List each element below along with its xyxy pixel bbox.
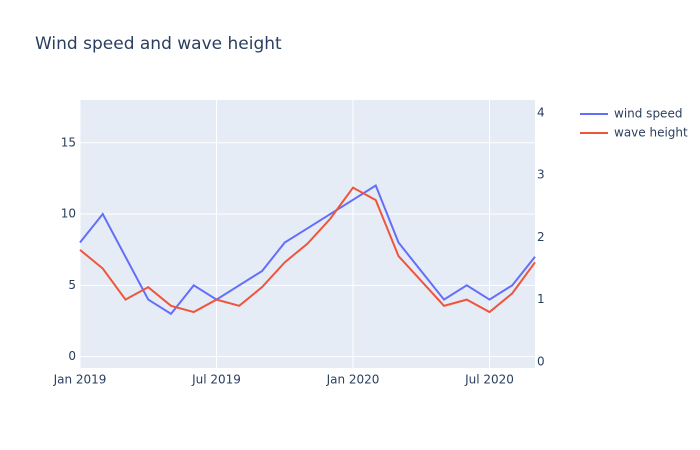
- legend-label: wave height: [614, 126, 688, 140]
- x-tick-label: Jan 2019: [53, 373, 107, 387]
- x-tick-label: Jan 2020: [326, 373, 380, 387]
- y-tick-label: 5: [68, 278, 76, 292]
- plot-background: [80, 100, 535, 368]
- x-tick-label: Jul 2019: [191, 373, 241, 387]
- y-tick-label: 0: [68, 349, 76, 363]
- y2-tick-label: 4: [537, 106, 545, 120]
- y2-tick-label: 3: [537, 168, 545, 182]
- x-tick-label: Jul 2020: [464, 373, 514, 387]
- y2-tick-label: 1: [537, 292, 545, 306]
- legend-label: wind speed: [614, 107, 682, 121]
- y-tick-label: 15: [61, 135, 76, 149]
- series-line: [79, 186, 536, 314]
- y-tick-label: 10: [61, 207, 76, 221]
- series-line: [79, 184, 536, 316]
- y2-tick-label: 0: [537, 354, 545, 368]
- chart-title: Wind speed and wave height: [35, 34, 282, 54]
- y2-tick-label: 2: [537, 230, 545, 244]
